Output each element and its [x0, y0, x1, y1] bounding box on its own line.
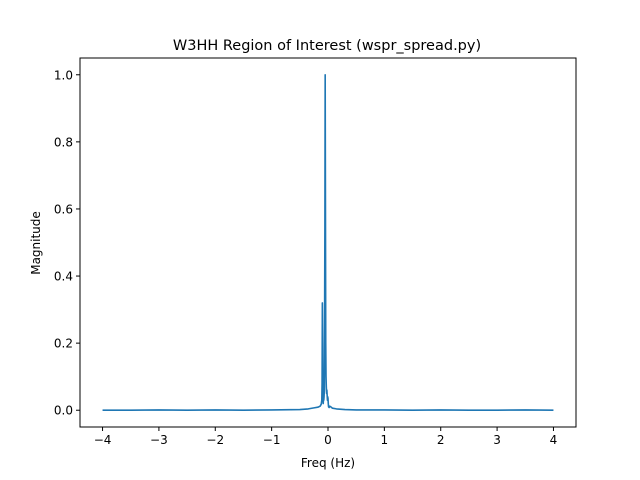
- y-tick-label: 0.0: [54, 404, 73, 418]
- x-axis-label: Freq (Hz): [301, 456, 355, 470]
- x-tick-label: 1: [381, 433, 389, 447]
- y-tick-label: 0.6: [54, 202, 73, 216]
- y-tick-label: 0.4: [54, 270, 73, 284]
- y-tick-label: 1.0: [54, 68, 73, 82]
- x-axis: −4 −3 −2 −1 0 1 2 3 4: [94, 427, 558, 447]
- axes-frame: [79, 57, 577, 428]
- x-tick-label: 3: [493, 433, 501, 447]
- plot-area: [102, 73, 554, 412]
- series-line-0: [102, 73, 554, 412]
- chart-title: W3HH Region of Interest (wspr_spread.py): [173, 38, 481, 54]
- y-axis-label: Magnitude: [29, 211, 43, 275]
- x-tick-label: −3: [150, 433, 168, 447]
- y-tick-label: 0.2: [54, 337, 73, 351]
- x-tick-label: 2: [437, 433, 445, 447]
- x-tick-label: 0: [324, 433, 332, 447]
- x-tick-label: −4: [94, 433, 112, 447]
- y-tick-label: 0.8: [54, 135, 73, 149]
- x-tick-label: 4: [550, 433, 558, 447]
- y-axis: 0.0 0.2 0.4 0.6 0.8 1.0: [54, 68, 80, 418]
- x-tick-label: −1: [263, 433, 281, 447]
- x-tick-label: −2: [206, 433, 224, 447]
